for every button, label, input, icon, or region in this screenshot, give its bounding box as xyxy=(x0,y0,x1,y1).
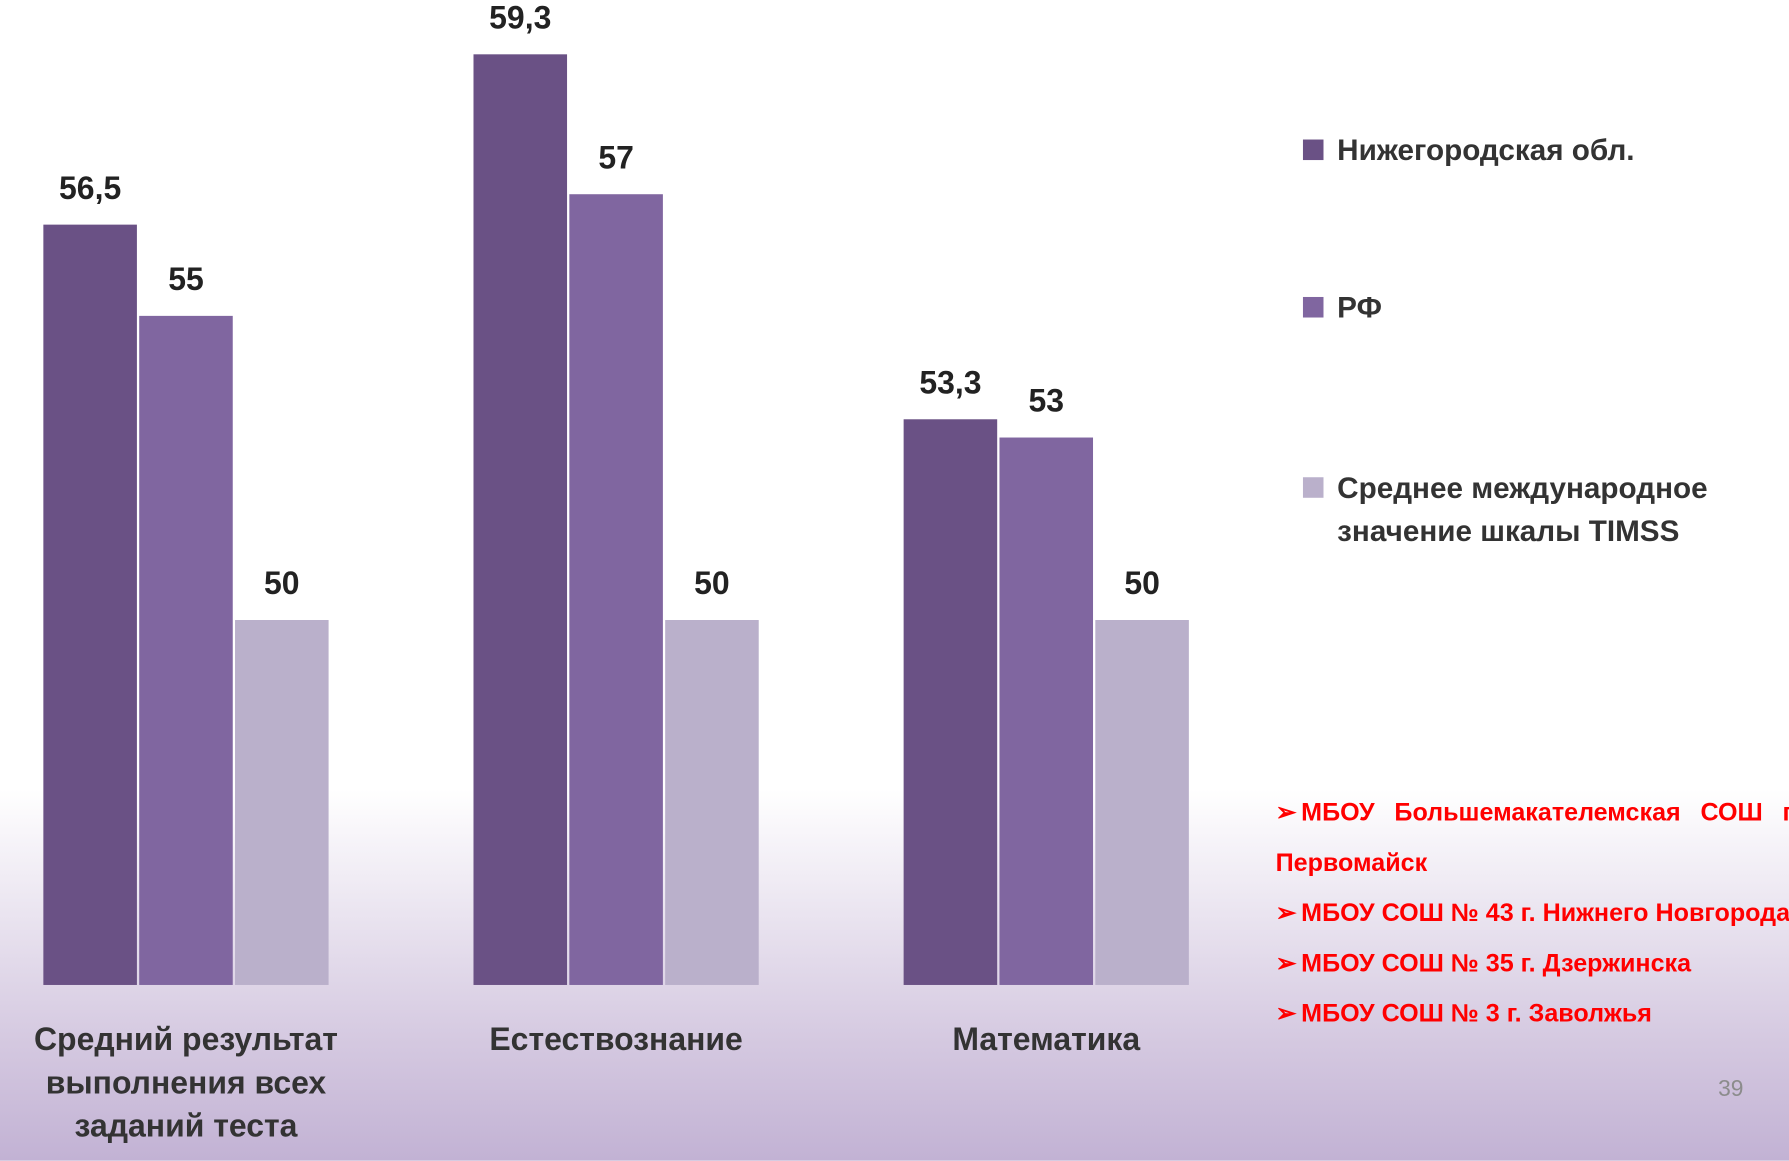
value-label: 53 xyxy=(1028,383,1064,419)
legend-swatch xyxy=(1302,477,1324,498)
x-tick-label: Естествознание xyxy=(489,1021,743,1057)
notes: МБОУ Большемакателемская СОШ г.о.г. Перв… xyxy=(1276,788,1789,1039)
legend-label: Среднее международное значение шкалы TIM… xyxy=(1337,470,1708,548)
legend-box: РФ xyxy=(1337,290,1382,325)
legend-label: РФ xyxy=(1337,290,1382,325)
note-item: МБОУ СОШ № 43 г. Нижнего Новгорода xyxy=(1276,888,1789,938)
value-label: 55 xyxy=(168,261,204,297)
value-label: 57 xyxy=(598,139,634,175)
bar xyxy=(139,315,233,985)
bar xyxy=(903,419,998,985)
note-item: МБОУ СОШ № 35 г. Дзержинска xyxy=(1276,938,1789,988)
x-tick-label: Математика xyxy=(952,1021,1141,1057)
value-label: 50 xyxy=(264,565,300,601)
note-item: МБОУ Большемакателемская СОШ г.о.г. Перв… xyxy=(1276,788,1789,888)
x-tick-label: Средний результат выполнения всех задани… xyxy=(33,1021,338,1144)
page-number: 39 xyxy=(1718,1075,1743,1101)
legend-box: Среднее международное значение шкалы TIM… xyxy=(1337,470,1708,548)
legend-swatch xyxy=(1302,296,1324,318)
x-label-box: Средний результат выполнения всех задани… xyxy=(33,1021,338,1144)
legend-swatch xyxy=(1302,139,1324,161)
bar xyxy=(569,194,663,985)
bar xyxy=(999,437,1094,985)
x-label-box: Естествознание xyxy=(489,1021,743,1057)
note-item: МБОУ СОШ № 3 г. Заволжья xyxy=(1276,988,1789,1038)
bar xyxy=(473,54,568,985)
bar xyxy=(43,224,137,985)
value-label: 50 xyxy=(1124,565,1160,601)
value-label: 59,3 xyxy=(489,0,551,36)
legend-label: Нижегородская обл. xyxy=(1337,132,1635,167)
bar xyxy=(1095,620,1189,985)
value-label: 53,3 xyxy=(919,364,981,400)
legend-box: Нижегородская обл. xyxy=(1337,132,1635,167)
notes-box: МБОУ Большемакателемская СОШ г.о.г. Перв… xyxy=(1276,788,1789,1062)
x-label-box: Математика xyxy=(952,1021,1141,1057)
bar xyxy=(235,620,329,985)
bar xyxy=(665,620,759,985)
value-label: 56,5 xyxy=(59,170,121,206)
value-label: 50 xyxy=(694,565,730,601)
